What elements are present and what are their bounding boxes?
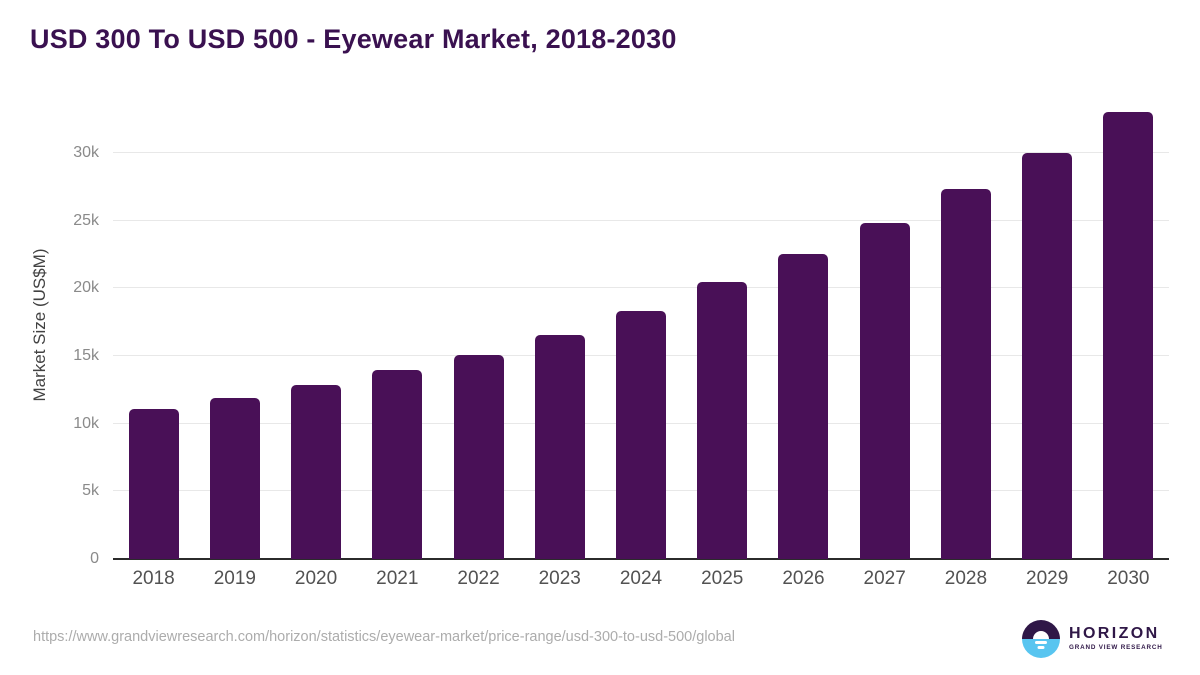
bar-2027[interactable]	[859, 222, 910, 559]
bar-2024[interactable]	[616, 311, 666, 559]
bar-2025[interactable]	[697, 281, 748, 559]
bar-2026[interactable]	[778, 253, 829, 559]
x-tick-label: 2026	[782, 568, 825, 589]
logo-subtitle: GRAND VIEW RESEARCH	[1069, 644, 1163, 652]
bar-2030[interactable]	[1103, 112, 1154, 559]
y-tick-label: 15k	[73, 346, 99, 364]
x-tick-label: 2022	[457, 568, 500, 589]
x-tick-label: 2019	[213, 568, 256, 589]
y-tick-label: 25k	[73, 211, 99, 229]
source-url: https://www.grandviewresearch.com/horizo…	[33, 629, 735, 645]
bar-2029[interactable]	[1022, 152, 1073, 559]
gridline	[113, 151, 1169, 153]
bar-2020[interactable]	[291, 385, 342, 559]
x-tick-label: 2027	[863, 568, 906, 589]
y-tick-label: 10k	[73, 414, 99, 432]
logo-text: HORIZON GRAND VIEW RESEARCH	[1069, 626, 1163, 651]
y-tick-label: 30k	[73, 143, 99, 161]
x-tick-label: 2029	[1026, 568, 1069, 589]
chart-title: USD 300 To USD 500 - Eyewear Market, 201…	[30, 24, 677, 54]
bar-2021[interactable]	[372, 370, 423, 559]
y-tick-label: 20k	[73, 279, 99, 297]
sun-dome-shape	[1033, 631, 1049, 639]
horizon-sunrise-icon	[1022, 620, 1060, 658]
y-tick-label: 5k	[82, 482, 99, 500]
y-tick-label: 0	[90, 550, 99, 567]
gridline	[113, 219, 1169, 221]
x-tick-label: 2023	[538, 568, 581, 589]
x-tick-label: 2024	[619, 568, 663, 589]
bar-2022[interactable]	[453, 354, 504, 559]
x-tick-label: 2018	[132, 568, 175, 589]
bar-2023[interactable]	[534, 334, 585, 559]
x-tick-label: 2021	[376, 568, 419, 589]
bar-2019[interactable]	[209, 397, 260, 559]
x-tick-label: 2028	[944, 568, 988, 589]
x-tick-label: 2020	[294, 568, 338, 589]
bar-2028[interactable]	[940, 189, 991, 559]
gridline	[113, 287, 1169, 289]
sun-reflection-line	[1035, 641, 1047, 644]
sun-reflection-line	[1037, 646, 1045, 649]
y-axis-title: Market Size (US$M)	[30, 248, 49, 402]
x-axis-line	[113, 558, 1169, 560]
bar-2018[interactable]	[128, 409, 179, 559]
horizon-logo: HORIZON GRAND VIEW RESEARCH	[1022, 620, 1163, 658]
x-tick-label: 2030	[1107, 568, 1150, 589]
logo-title: HORIZON	[1069, 625, 1160, 643]
plot-area: 0 5k 10k 15k 20k 25k 30k 2018 2019 2020 2021 2022 20…	[73, 92, 1169, 588]
x-tick-label: 2025	[701, 568, 744, 589]
